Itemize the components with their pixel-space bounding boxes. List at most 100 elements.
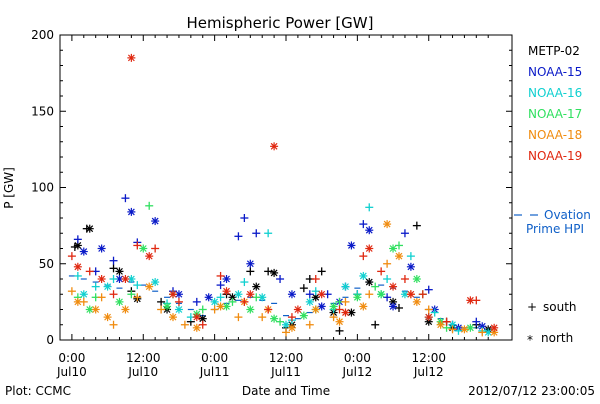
south-point: [478, 328, 487, 337]
south-point: [240, 214, 249, 222]
north-point: [216, 302, 225, 311]
south-point: [395, 303, 403, 312]
north-point: [389, 282, 398, 291]
south-point: [430, 308, 439, 317]
timestamp: 2012/07/12 23:00:05: [468, 384, 595, 398]
y-tick-label: 150: [31, 104, 54, 118]
south-point: [400, 275, 409, 283]
north-point: [73, 262, 82, 271]
south-point: [228, 297, 237, 306]
ovation-legend-label-2: Prime HPI: [526, 222, 584, 236]
north-point: [97, 244, 106, 253]
north-point: [347, 241, 356, 250]
south-point: [127, 290, 136, 299]
north-point: [329, 302, 338, 311]
north-point: [145, 282, 154, 291]
south-point: [121, 194, 130, 203]
y-tick-label: 50: [39, 257, 54, 271]
x-tick-label-date: Jul12: [341, 365, 372, 379]
north-point: [79, 247, 88, 256]
north-point: [311, 305, 320, 314]
south-point: [424, 305, 433, 314]
south-point: [365, 290, 374, 299]
north-point: [270, 268, 279, 277]
south-point: [448, 325, 457, 334]
north-point: [252, 282, 261, 291]
south-point: [264, 229, 273, 238]
south-point: [157, 297, 166, 306]
north-point: [406, 262, 415, 271]
north-point: [127, 53, 136, 62]
south-point: [383, 293, 392, 302]
south-point: [305, 320, 314, 329]
south-point: [109, 290, 118, 299]
south-point: [91, 282, 100, 291]
x-tick-label-time: 0:00: [58, 351, 85, 365]
x-tick-label-time: 12:00: [411, 351, 446, 365]
south-point: [216, 293, 225, 302]
north-point: [466, 323, 475, 332]
north-point: [460, 325, 469, 334]
north-point: [192, 313, 201, 322]
north-point: [412, 297, 421, 306]
north-point: [359, 302, 368, 311]
north-point: [305, 297, 314, 306]
south-point: [240, 297, 249, 306]
north-point: [353, 293, 362, 302]
x-axis: 0:00Jul1012:00Jul100:00Jul1112:00Jul110:…: [56, 35, 489, 379]
south-point: [73, 235, 82, 244]
north-point: [246, 290, 255, 299]
north-point: [127, 207, 136, 216]
south-point: [240, 278, 249, 287]
north-point: [85, 305, 94, 314]
south-point: [365, 203, 374, 212]
north-point: [115, 267, 124, 276]
plot-credit: Plot: CCMC: [5, 384, 71, 398]
south-point: [67, 287, 76, 296]
south-point: [252, 293, 261, 302]
north-point: [287, 323, 296, 332]
south-point: [246, 267, 255, 276]
north-point: [222, 275, 231, 283]
south-point: [335, 305, 344, 314]
south-point: [180, 320, 189, 329]
data-points: [67, 53, 499, 337]
legend-entry: NOAA-16: [528, 86, 582, 100]
north-point: [103, 282, 112, 291]
north-point: [365, 244, 374, 253]
x-tick-label-date: Jul11: [270, 365, 301, 379]
south-point: [192, 297, 201, 306]
north-point: [389, 302, 398, 311]
south-point: [311, 287, 320, 296]
north-point: [246, 305, 255, 314]
south-point: [371, 282, 380, 291]
north-point: [246, 259, 255, 268]
south-point: [383, 275, 392, 283]
north-point: [169, 290, 177, 299]
north-point: [359, 271, 368, 280]
north-point: [97, 275, 106, 283]
south-point: [198, 320, 207, 329]
south-point: [252, 229, 261, 238]
x-tick-label-time: 0:00: [201, 351, 228, 365]
south-point: [400, 229, 409, 238]
north-point: [145, 252, 154, 261]
north-point: [406, 290, 415, 299]
south-point: [395, 241, 403, 250]
north-point: [317, 302, 326, 311]
south-point: [383, 259, 392, 268]
legend-entry: METP-02: [528, 44, 580, 58]
south-point: [109, 256, 118, 265]
y-axis: 0 50 100 150 200: [31, 28, 512, 347]
south-point: [85, 267, 94, 276]
x-tick-label-date: Jul12: [413, 365, 444, 379]
south-point: [216, 271, 225, 280]
north-point: [365, 278, 374, 287]
north-point: [341, 282, 350, 291]
north-point: [395, 252, 403, 261]
north-point: [412, 275, 421, 283]
x-tick-label-date: Jul11: [199, 365, 230, 379]
south-point: [133, 293, 142, 302]
north-point: [335, 317, 344, 326]
